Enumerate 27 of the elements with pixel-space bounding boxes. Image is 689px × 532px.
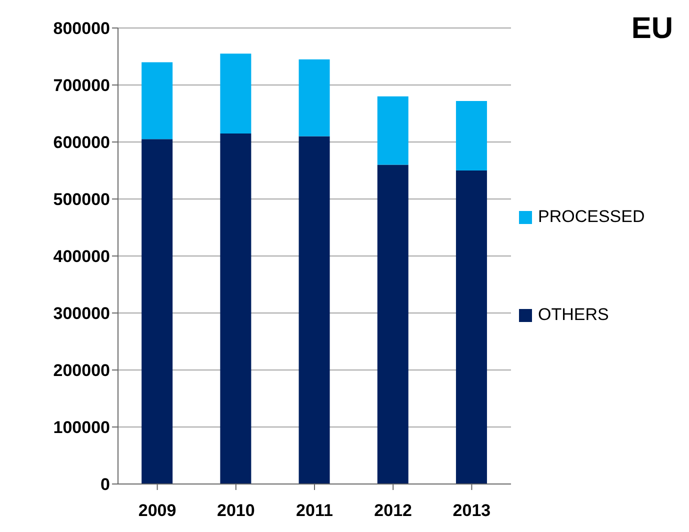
bar xyxy=(142,139,173,484)
legend-label: OTHERS xyxy=(538,305,609,325)
x-tick-label: 2012 xyxy=(374,501,412,520)
y-tick-label: 500000 xyxy=(53,190,110,210)
bar xyxy=(220,54,252,134)
bar xyxy=(456,100,487,170)
y-tick-label: 800000 xyxy=(53,19,110,38)
text: EU xyxy=(631,12,673,46)
y-tick-label: 300000 xyxy=(53,304,110,324)
y-tick-label: 100000 xyxy=(53,418,110,438)
bar xyxy=(298,136,330,484)
bar xyxy=(377,96,408,165)
y-tick-label: 700000 xyxy=(53,76,110,96)
x-tick-label: 2010 xyxy=(216,501,255,520)
y-tick-label: 0 xyxy=(100,475,110,494)
y-tick-label: 600000 xyxy=(53,133,110,152)
legend-label: PROCESSED xyxy=(538,207,645,227)
x-tick-label: 2011 xyxy=(296,501,333,520)
bar xyxy=(142,62,173,140)
bar xyxy=(377,164,408,484)
bar xyxy=(220,133,252,484)
y-tick-label: 400000 xyxy=(53,247,110,266)
x-tick-label: 2013 xyxy=(452,501,491,520)
y-tick-label: 200000 xyxy=(53,361,110,380)
bar xyxy=(456,170,487,484)
bar xyxy=(298,59,330,136)
x-tick-label: 2009 xyxy=(138,501,176,520)
